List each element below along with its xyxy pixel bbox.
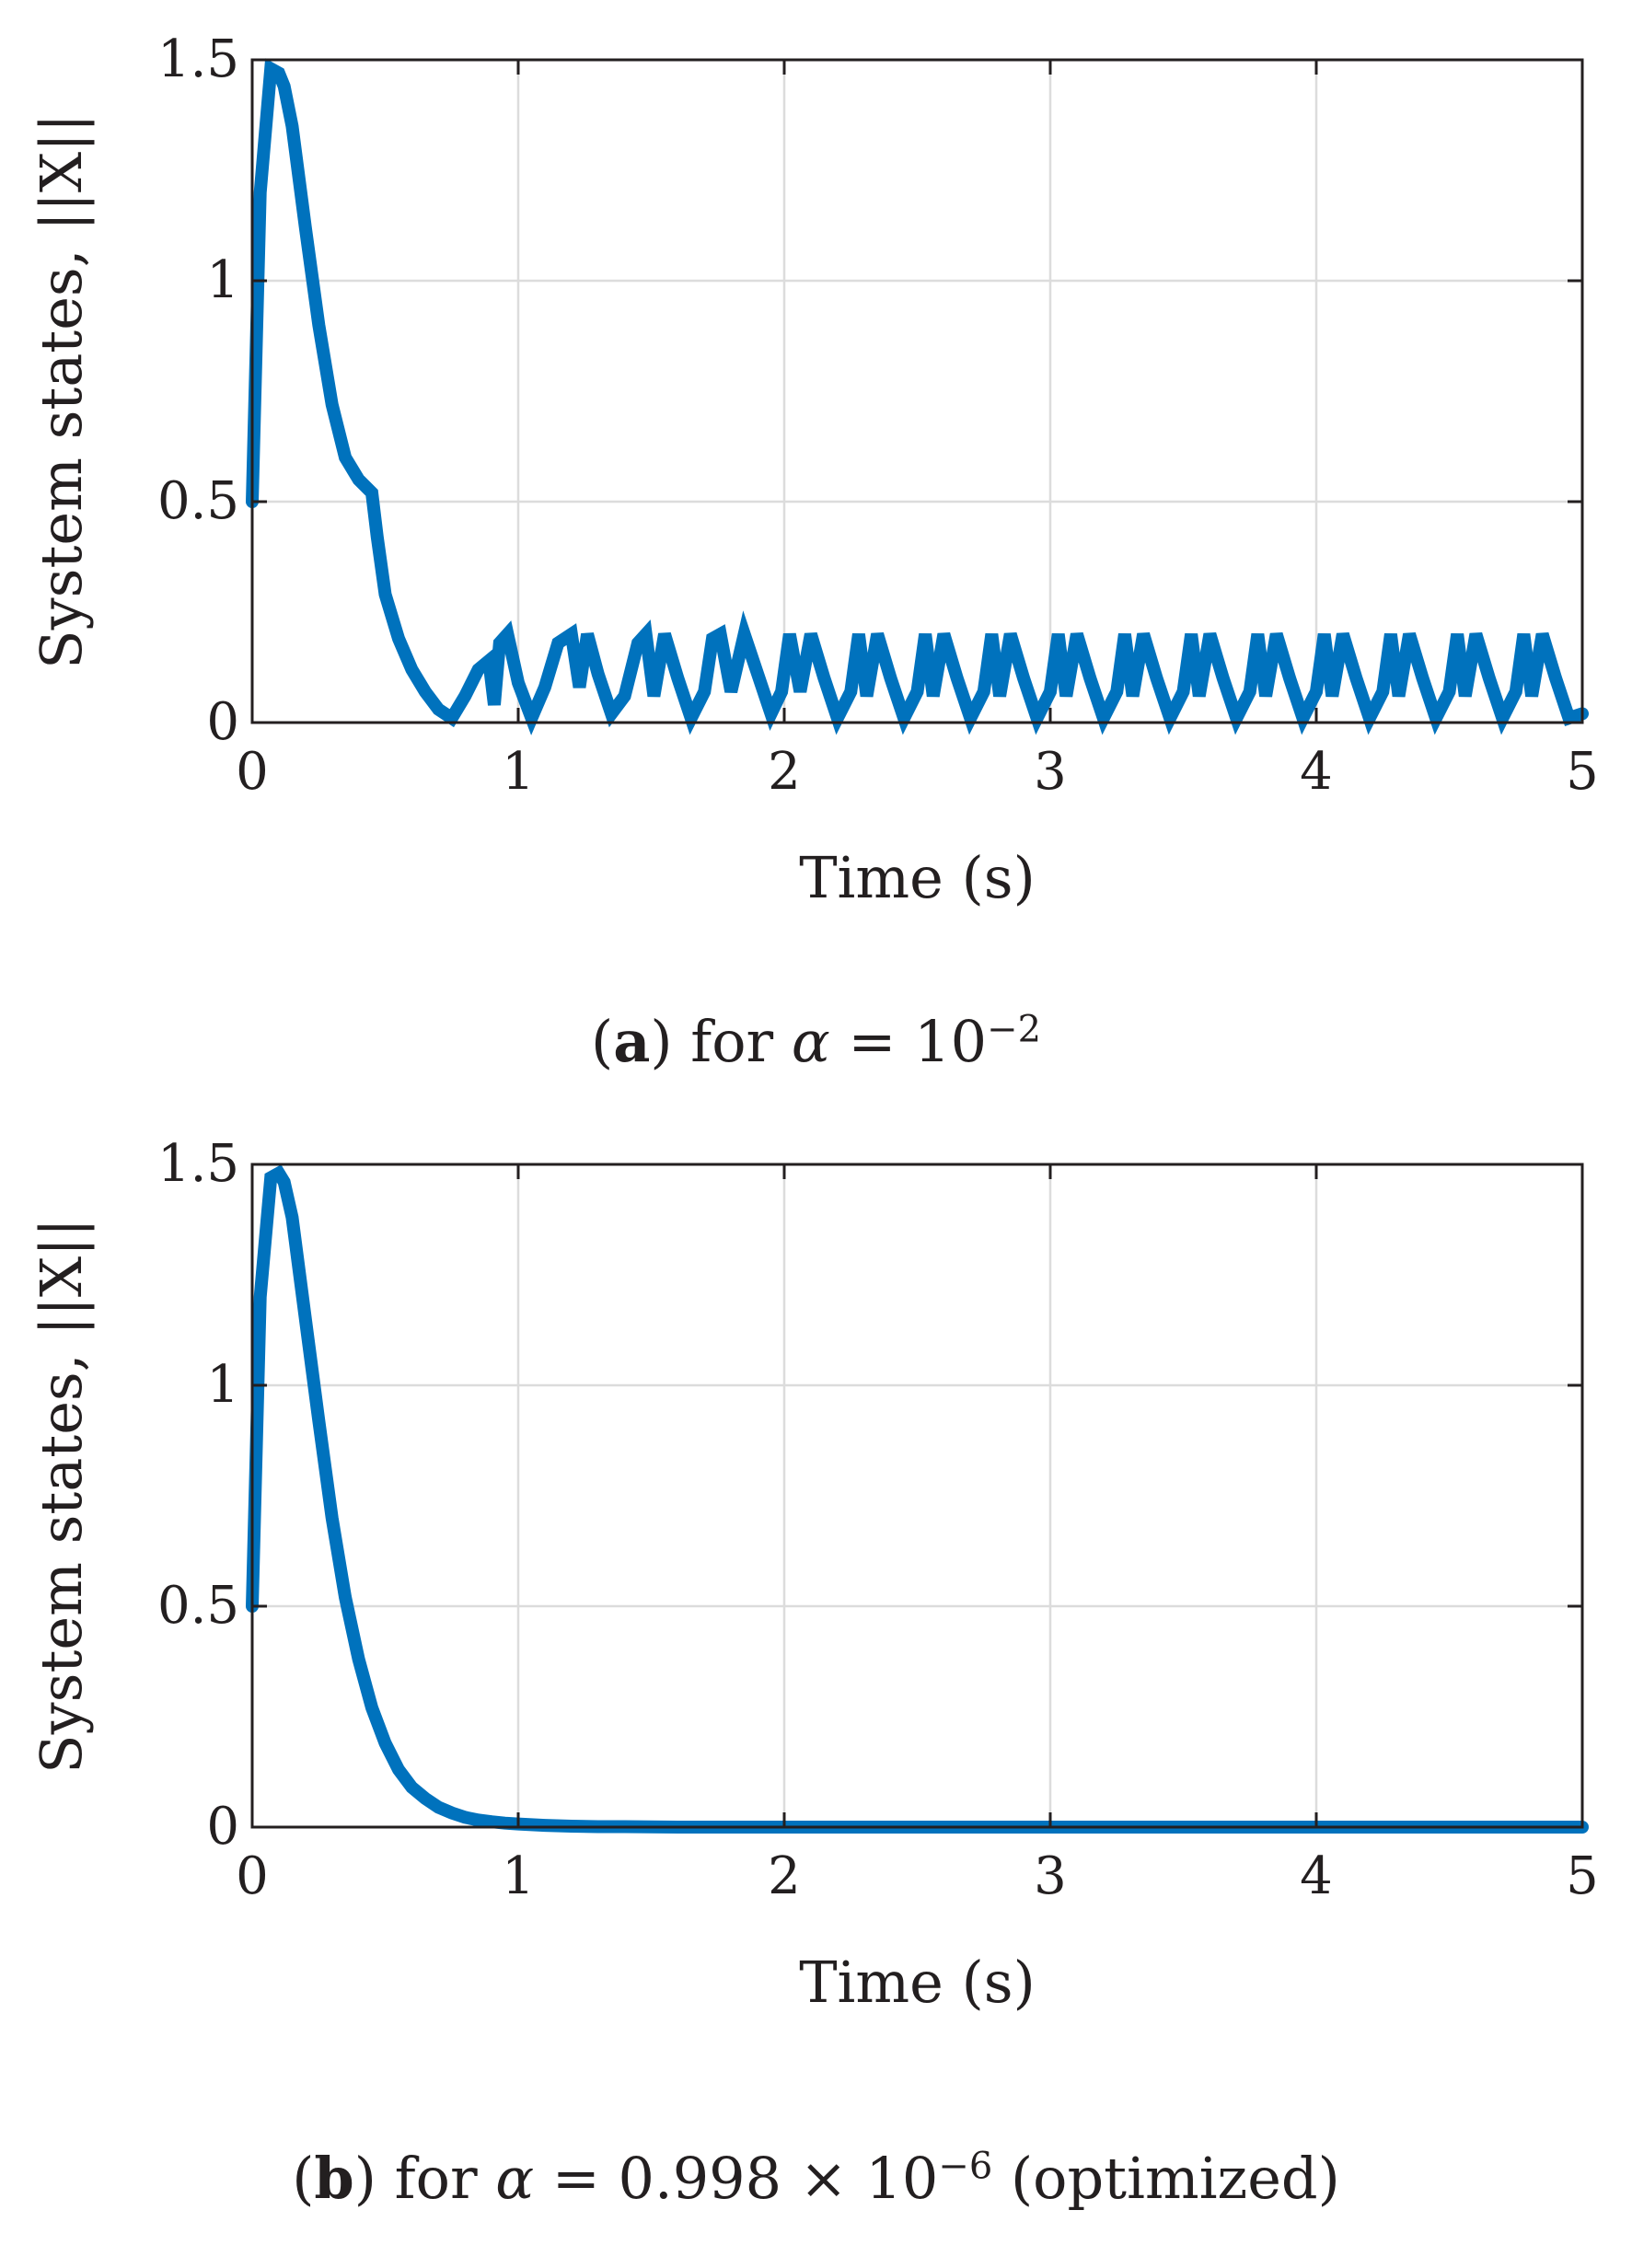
x-tick-label: 5 (1566, 1846, 1599, 1906)
plot-frame (250, 58, 1584, 724)
x-tick-label: 5 (1566, 742, 1599, 802)
series-line (246, 58, 1589, 735)
y-axis-label: System states, ||X|| (28, 1218, 95, 1774)
x-tick-label: 1 (502, 742, 535, 802)
caption-alpha: α (791, 1008, 830, 1075)
y-tick-label: 0.5 (157, 1576, 239, 1636)
x-axis-label: Time (s) (799, 1949, 1036, 2016)
caption-letter: a (613, 1008, 651, 1075)
x-tick-label: 0 (236, 1846, 269, 1906)
y-tick-label: 1.5 (157, 29, 239, 89)
chart-panel-b: 0 1 2 3 4 5 0 0.5 1 1.5 Time (s) System states, ||X… (0, 1105, 1632, 2268)
chart-panel-a: 0 1 2 3 4 5 0 0.5 1 1.5 Time (s) System states, ||X… (0, 0, 1632, 1086)
chart-b: 0 1 2 3 4 5 0 0.5 1 1.5 Time (s) System states, ||X… (28, 1134, 1599, 2016)
caption-exp: −2 (987, 1008, 1042, 1051)
y-tick-label: 0 (206, 1797, 239, 1857)
x-tick-label: 0 (236, 742, 269, 802)
caption-a: (a) for α = 10−2 (590, 1008, 1042, 1075)
caption-text: for (376, 2145, 496, 2212)
y-tick-label: 0.5 (157, 471, 239, 531)
x-tick-label: 1 (502, 1846, 535, 1906)
x-axis-label: Time (s) (799, 844, 1036, 911)
caption-b: (b) for α = 0.998 × 10−6 (optimized) (292, 2145, 1340, 2212)
chart-a: 0 1 2 3 4 5 0 0.5 1 1.5 Time (s) System states, ||X… (28, 29, 1599, 911)
plot-frame (250, 1163, 1584, 1829)
caption-exp: −6 (938, 2145, 993, 2188)
y-tick-label: 1 (206, 250, 239, 310)
x-tick-label: 4 (1300, 1846, 1333, 1906)
caption-text: for (672, 1008, 792, 1075)
y-tick-label: 0 (206, 692, 239, 752)
series-line (246, 1164, 1589, 1834)
x-tick-label: 3 (1034, 1846, 1067, 1906)
x-tick-label: 3 (1034, 742, 1067, 802)
y-axis-label: System states, ||X|| (28, 113, 95, 669)
x-tick-label: 4 (1300, 742, 1333, 802)
y-tick-label: 1 (206, 1355, 239, 1415)
caption-letter: b (314, 2145, 354, 2212)
caption-eq: = 0.998 × 10 (534, 2145, 939, 2212)
caption-post: (optimized) (992, 2145, 1340, 2212)
caption-eq: = 10 (829, 1008, 988, 1075)
x-tick-label: 2 (768, 1846, 801, 1906)
y-tick-label: 1.5 (157, 1134, 239, 1194)
x-tick-label: 2 (768, 742, 801, 802)
caption-alpha: α (495, 2145, 535, 2212)
